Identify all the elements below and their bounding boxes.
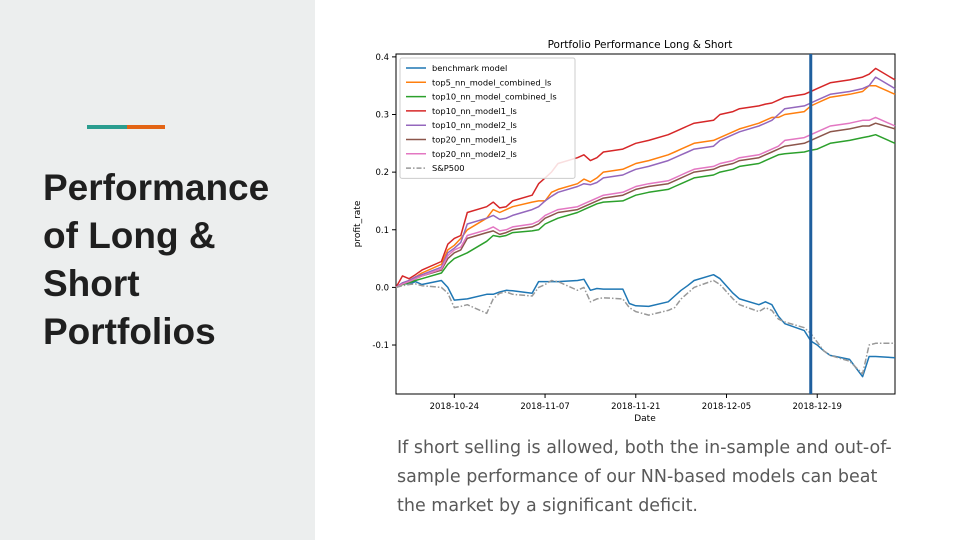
y-tick-label: 0.1: [375, 226, 389, 236]
series-line-5: [395, 122, 896, 289]
series-line-1: [395, 84, 896, 289]
x-tick-label: 2018-12-05: [702, 402, 751, 412]
legend-label: top10_nn_model2_ls: [432, 120, 517, 130]
plot-area: [395, 53, 896, 395]
legend-label: top20_nn_model2_ls: [432, 149, 517, 159]
legend-label: top20_nn_model1_ls: [432, 135, 517, 145]
caption-text: If short selling is allowed, both the in…: [397, 438, 892, 516]
series-line-6: [395, 116, 896, 289]
y-tick-label: 0.3: [375, 111, 389, 121]
y-tick-label: 0.2: [375, 168, 389, 178]
legend-box: [399, 57, 576, 179]
series-line-3: [395, 67, 896, 288]
y-tick-label: 0.0: [375, 283, 389, 293]
series-line-2: [395, 133, 896, 289]
slide-title: Performance of Long & Short Portfolios: [43, 167, 270, 352]
x-tick-label: 2018-12-19: [793, 402, 842, 412]
accent-bar-orange: [127, 125, 165, 129]
legend-label: top10_nn_model1_ls: [432, 106, 517, 116]
series-lines: [395, 67, 896, 378]
legend-label: benchmark model: [432, 63, 507, 73]
legend-label: top10_nn_model_combined_ls: [432, 92, 557, 102]
x-tick-label: 2018-11-07: [520, 402, 569, 412]
legend-label: top5_nn_model_combined_ls: [432, 77, 551, 87]
x-tick-label: 2018-10-24: [430, 402, 479, 412]
chart: Portfolio Performance Long & Short -0.1 0…: [345, 32, 905, 430]
chart-title: Portfolio Performance Long & Short: [548, 39, 733, 51]
axis-ticks: -0.1 0.0 0.1 0.2 0.3 0.4 2018-10-24 2018-11-07 2…: [372, 53, 842, 412]
chart-svg: Portfolio Performance Long & Short -0.1 0…: [353, 39, 896, 424]
series-line-4: [395, 76, 896, 289]
left-panel: Performance of Long & Short Portfolios: [0, 0, 315, 540]
y-tick-label: -0.1: [372, 341, 389, 351]
accent-bar-teal: [87, 125, 127, 129]
legend: benchmark model top5_nn_model_combined_ls…: [399, 57, 576, 179]
y-tick-label: 0.4: [375, 53, 389, 63]
legend-label: S&P500: [432, 163, 465, 173]
series-line-7: [395, 279, 895, 375]
x-axis-label: Date: [634, 414, 656, 424]
x-tick-label: 2018-11-21: [611, 402, 660, 412]
y-axis-label: profit_rate: [353, 200, 363, 247]
series-line-0: [395, 273, 896, 378]
